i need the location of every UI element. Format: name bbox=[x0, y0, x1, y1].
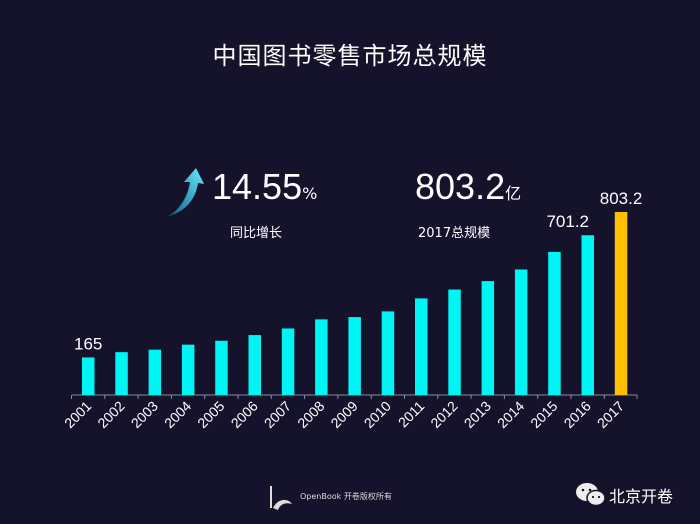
bar-2017 bbox=[614, 212, 628, 395]
growth-value: 14.55 bbox=[212, 166, 303, 207]
data-label: 701.2 bbox=[546, 212, 589, 231]
copyright-text: OpenBook 开卷版权所有 bbox=[300, 492, 392, 501]
x-tick-label: 2008 bbox=[294, 398, 327, 431]
x-tick-label: 2013 bbox=[461, 398, 494, 431]
bar-2016 bbox=[581, 235, 594, 395]
bar-2005 bbox=[215, 340, 228, 395]
openbook-logo bbox=[270, 486, 292, 510]
x-tick-label: 2015 bbox=[527, 398, 560, 431]
bar-2003 bbox=[148, 349, 162, 395]
x-tick-label: 2010 bbox=[361, 398, 394, 431]
data-label: 165 bbox=[74, 334, 102, 353]
x-tick-label: 2009 bbox=[327, 398, 360, 431]
brand-name: 北京开卷 bbox=[609, 487, 674, 506]
bar-2006 bbox=[248, 335, 261, 395]
bar-2008 bbox=[315, 319, 328, 395]
total-value: 803.2 bbox=[415, 166, 506, 207]
x-tick-label: 2012 bbox=[427, 398, 460, 431]
total-label: 2017总规模 bbox=[418, 226, 491, 241]
bar-2009 bbox=[348, 317, 361, 395]
bar-2015 bbox=[548, 251, 561, 395]
bar-2010 bbox=[381, 311, 395, 395]
page-title: 中国图书零售市场总规模 bbox=[212, 42, 488, 70]
bar-2012 bbox=[448, 289, 461, 395]
bar-2014 bbox=[514, 269, 528, 395]
bar-2004 bbox=[181, 344, 195, 395]
x-tick-label: 2006 bbox=[228, 398, 261, 431]
x-tick-label: 2004 bbox=[161, 398, 194, 431]
growth-stat: 14.55% bbox=[212, 166, 317, 208]
x-tick-label: 2017 bbox=[594, 398, 627, 431]
total-unit: 亿 bbox=[505, 184, 522, 203]
bar-2013 bbox=[481, 281, 495, 395]
x-tick-label: 2007 bbox=[261, 398, 294, 431]
bar-2011 bbox=[415, 298, 428, 395]
x-tick-label: 2005 bbox=[194, 398, 227, 431]
bar-2002 bbox=[115, 352, 128, 395]
growth-unit: % bbox=[302, 184, 318, 203]
growth-label: 同比增长 bbox=[230, 226, 283, 241]
bar-2001 bbox=[82, 357, 95, 395]
up-arrow-icon bbox=[168, 168, 204, 216]
wechat-icon bbox=[576, 483, 606, 507]
data-label: 803.2 bbox=[600, 189, 643, 208]
x-tick-label: 2001 bbox=[61, 398, 94, 431]
x-tick-label: 2016 bbox=[561, 398, 594, 431]
x-tick-label: 2014 bbox=[494, 398, 527, 431]
x-tick-label: 2003 bbox=[128, 398, 161, 431]
bar-2007 bbox=[281, 328, 295, 395]
total-stat: 803.2亿 bbox=[415, 166, 521, 208]
x-tick-label: 2002 bbox=[94, 398, 127, 431]
x-tick-label: 2011 bbox=[395, 398, 428, 431]
